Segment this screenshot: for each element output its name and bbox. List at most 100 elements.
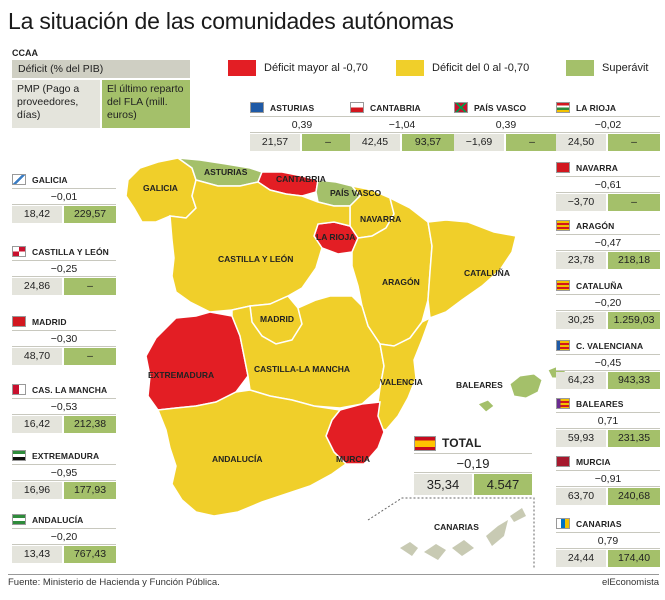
card-name: PAÍS VASCO bbox=[474, 102, 527, 113]
card-pmp: 63,70 bbox=[556, 488, 606, 505]
card-pmp: 23,78 bbox=[556, 252, 606, 269]
card-pmp: 13,43 bbox=[12, 546, 62, 563]
card-fla: 177,93 bbox=[64, 482, 116, 499]
card-deficit: −0,47 bbox=[556, 234, 660, 251]
aragon-flag-icon bbox=[556, 220, 570, 231]
map-label-madrid: MADRID bbox=[260, 314, 294, 324]
card-fla: 218,18 bbox=[608, 252, 660, 269]
card-fla: 93,57 bbox=[402, 134, 454, 151]
card-deficit: −0,45 bbox=[556, 354, 660, 371]
card-fla: 174,40 bbox=[608, 550, 660, 567]
card-pmp: 16,96 bbox=[12, 482, 62, 499]
legend-deficit-high: Déficit mayor al -0,70 bbox=[228, 60, 368, 76]
map-label-castillamancha: CASTILLA-LA MANCHA bbox=[254, 364, 350, 374]
card-pmp: 21,57 bbox=[250, 134, 300, 151]
paisvasco-flag-icon bbox=[454, 102, 468, 113]
card-fla: 943,33 bbox=[608, 372, 660, 389]
map-label-canarias: CANARIAS bbox=[434, 522, 479, 532]
legend-swatch-yellow bbox=[396, 60, 424, 76]
map-label-cataluna: CATALUÑA bbox=[464, 268, 510, 278]
card-fla: 767,43 bbox=[64, 546, 116, 563]
extremadura-flag-icon bbox=[12, 450, 26, 461]
card-deficit: −0,25 bbox=[12, 260, 116, 277]
card-fla: 229,57 bbox=[64, 206, 116, 223]
card-pmp: −1,69 bbox=[454, 134, 504, 151]
navarra-flag-icon bbox=[556, 162, 570, 173]
card-valenciana: C. VALENCIANA −0,45 64,23 943,33 bbox=[556, 338, 660, 389]
card-baleares: BALEARES 0,71 59,93 231,35 bbox=[556, 396, 660, 447]
region-canarias-2 bbox=[424, 544, 446, 560]
larioja-flag-icon bbox=[556, 102, 570, 113]
card-fla: 1.259,03 bbox=[608, 312, 660, 329]
legend-label: Superávit bbox=[602, 62, 649, 74]
page-title: La situación de las comunidades autónoma… bbox=[8, 8, 454, 34]
valenciana-flag-icon bbox=[556, 340, 570, 351]
region-valencia bbox=[371, 316, 432, 431]
card-name: ANDALUCÍA bbox=[32, 514, 84, 525]
card-paisvasco: PAÍS VASCO 0,39 −1,69– bbox=[454, 100, 558, 151]
map-label-extremadura: EXTREMADURA bbox=[148, 370, 214, 380]
card-deficit: −0,01 bbox=[12, 188, 116, 205]
total-deficit: −0,19 bbox=[414, 453, 532, 473]
canarias-frame bbox=[367, 497, 535, 568]
card-navarra: NAVARRA −0,61 −3,70– bbox=[556, 160, 660, 211]
card-total: TOTAL −0,19 35,34 4.547 bbox=[414, 434, 532, 495]
card-galicia: GALICIA −0,01 18,42 229,57 bbox=[12, 172, 116, 223]
footer-source: Fuente: Ministerio de Hacienda y Función… bbox=[8, 577, 220, 588]
card-cataluna: CATALUÑA −0,20 30,25 1.259,03 bbox=[556, 278, 660, 329]
card-cantabria: CANTABRIA −1,04 42,45 93,57 bbox=[350, 100, 454, 151]
card-aragon: ARAGÓN −0,47 23,78 218,18 bbox=[556, 218, 660, 269]
legend-label: Déficit del 0 al -0,70 bbox=[432, 62, 530, 74]
card-deficit: −0,30 bbox=[12, 330, 116, 347]
map-label-larioja: LA RIOJA bbox=[316, 232, 355, 242]
card-murcia: MURCIA −0,91 63,70 240,68 bbox=[556, 454, 660, 505]
card-name: NAVARRA bbox=[576, 162, 618, 173]
region-baleares-ibiza bbox=[477, 399, 495, 413]
legend-deficit-low: Déficit del 0 al -0,70 bbox=[396, 60, 529, 76]
baleares-flag-icon bbox=[556, 398, 570, 409]
map-label-navarra: NAVARRA bbox=[360, 214, 401, 224]
card-name: CATALUÑA bbox=[576, 280, 623, 291]
card-extremadura: EXTREMADURA −0,95 16,96 177,93 bbox=[12, 448, 116, 499]
card-fla: 231,35 bbox=[608, 430, 660, 447]
card-pmp: 16,42 bbox=[12, 416, 62, 433]
canarias-flag-icon bbox=[556, 518, 570, 529]
card-name: C. VALENCIANA bbox=[576, 340, 644, 351]
murcia-flag-icon bbox=[556, 456, 570, 467]
card-name: LA RIOJA bbox=[576, 102, 617, 113]
region-canarias-3 bbox=[452, 540, 474, 556]
key-deficit-label: Déficit (% del PIB) bbox=[12, 60, 190, 78]
card-name: CANTABRIA bbox=[370, 102, 421, 113]
legend-swatch-red bbox=[228, 60, 256, 76]
map-label-valencia: VALENCIA bbox=[380, 377, 423, 387]
map-label-murcia: MURCIA bbox=[336, 454, 370, 464]
card-deficit: −1,04 bbox=[350, 116, 454, 133]
map-label-andalucia: ANDALUCÍA bbox=[212, 454, 263, 464]
card-deficit: −0,91 bbox=[556, 470, 660, 487]
map-label-castillaleon: CASTILLA Y LEÓN bbox=[218, 253, 293, 264]
legend-swatch-green bbox=[566, 60, 594, 76]
legend-surplus: Superávit bbox=[566, 60, 648, 76]
card-fla: – bbox=[64, 348, 116, 365]
castillaleon-flag-icon bbox=[12, 246, 26, 257]
card-fla: 212,38 bbox=[64, 416, 116, 433]
card-name: GALICIA bbox=[32, 174, 68, 185]
card-pmp: 59,93 bbox=[556, 430, 606, 447]
footer-divider bbox=[8, 574, 659, 575]
card-deficit: −0,20 bbox=[12, 528, 116, 545]
card-pmp: 30,25 bbox=[556, 312, 606, 329]
region-canarias-5 bbox=[510, 508, 526, 522]
card-fla: – bbox=[608, 194, 660, 211]
asturias-flag-icon bbox=[250, 102, 264, 113]
card-name: CAS. LA MANCHA bbox=[32, 384, 108, 395]
card-deficit: 0,71 bbox=[556, 412, 660, 429]
andalucia-flag-icon bbox=[12, 514, 26, 525]
card-pmp: 48,70 bbox=[12, 348, 62, 365]
region-cataluna bbox=[427, 219, 517, 320]
card-name: BALEARES bbox=[576, 398, 624, 409]
card-fla: – bbox=[64, 278, 116, 295]
map-label-asturias: ASTURIAS bbox=[204, 167, 248, 177]
region-canarias-1 bbox=[400, 542, 418, 556]
card-deficit: −0,53 bbox=[12, 398, 116, 415]
